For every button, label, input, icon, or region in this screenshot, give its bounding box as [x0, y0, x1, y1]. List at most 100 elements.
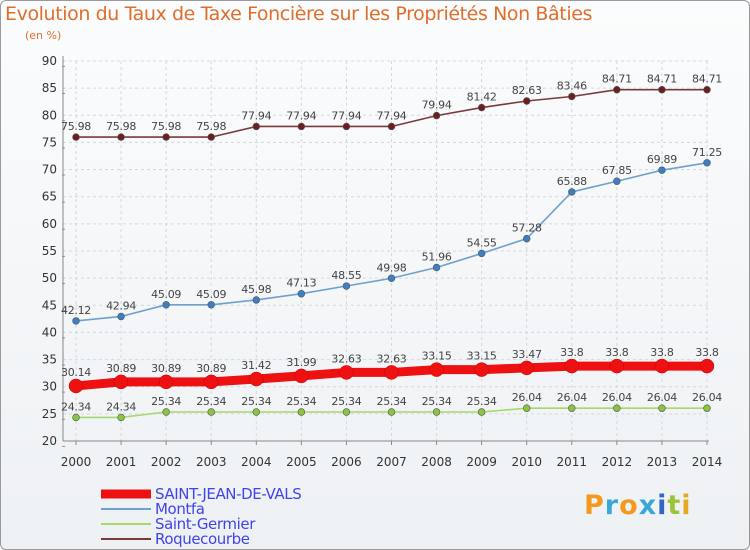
data-label: 77.94: [286, 109, 316, 122]
data-label: 25.34: [422, 395, 452, 408]
data-point: [658, 404, 666, 412]
brand-logo: Proxiti: [584, 490, 692, 521]
data-point: [207, 133, 215, 141]
data-label: 75.98: [196, 120, 226, 133]
data-label: 83.46: [557, 80, 587, 93]
brand-letter: i: [681, 490, 692, 521]
data-label: 77.94: [241, 109, 271, 122]
data-point: [699, 358, 715, 374]
data-label: 75.98: [151, 120, 181, 133]
data-point: [207, 301, 215, 309]
legend-label: SAINT-JEAN-DE-VALS: [155, 485, 301, 503]
data-label: 25.34: [151, 395, 181, 408]
data-point: [568, 92, 576, 101]
data-point: [477, 103, 486, 112]
data-point: [72, 413, 80, 422]
data-point: [477, 408, 486, 416]
y-tick-label: 25: [42, 407, 57, 421]
data-point: [523, 97, 531, 105]
x-tick-label: 2010: [511, 455, 542, 469]
data-point: [568, 404, 576, 412]
data-point: [249, 371, 264, 387]
axes: 20 25 30 35 40 45 50 55 60 65 70 75 80 85 90 2000 2001 20…: [42, 54, 723, 469]
data-point: [477, 249, 486, 258]
x-tick-label: 2012: [602, 455, 633, 469]
data-point: [432, 408, 441, 416]
data-label: 71.25: [692, 146, 722, 159]
data-label: 25.34: [377, 395, 407, 408]
data-label: 42.94: [106, 299, 136, 312]
y-tick-label: 60: [42, 217, 57, 231]
data-label: 82.63: [512, 84, 542, 97]
data-point: [203, 374, 219, 390]
unit-label: (en %): [25, 29, 62, 42]
data-label: 57.28: [512, 222, 542, 235]
legend-label: Saint-Germier: [155, 515, 256, 533]
data-label: 33.15: [422, 350, 452, 363]
data-label: 32.63: [377, 352, 407, 365]
data-point: [297, 290, 306, 298]
data-label: 30.89: [151, 362, 181, 375]
brand-letter: P: [584, 490, 605, 521]
data-point: [703, 159, 711, 167]
x-tick-label: 2014: [692, 455, 723, 469]
data-point: [117, 413, 125, 422]
data-label: 77.94: [377, 109, 407, 122]
x-tick-label: 2002: [151, 455, 182, 469]
data-label: 33.8: [560, 346, 584, 359]
data-label: 24.34: [106, 400, 136, 413]
data-point: [162, 301, 170, 309]
data-label: 26.04: [512, 391, 542, 404]
y-tick-label: 40: [42, 325, 57, 339]
data-point: [658, 166, 666, 174]
data-label: 32.63: [331, 352, 361, 365]
data-label: 31.42: [241, 359, 271, 372]
data-labels: 75.98 75.98 75.98 75.98 77.94 77.94 77.94 77.94…: [61, 73, 723, 414]
x-tick-label: 2009: [466, 455, 497, 469]
data-point: [68, 378, 84, 394]
data-label: 69.89: [647, 153, 677, 166]
data-label: 42.12: [61, 304, 91, 317]
data-label: 84.71: [647, 73, 677, 86]
data-point: [113, 374, 129, 390]
data-point: [613, 404, 621, 412]
x-tick-label: 2013: [647, 455, 678, 469]
brand-letter: i: [657, 490, 668, 521]
data-label: 65.88: [557, 175, 587, 188]
data-point: [474, 362, 489, 377]
data-label: 45.98: [241, 283, 271, 296]
data-label: 26.04: [557, 391, 587, 404]
data-label: 30.89: [196, 362, 226, 375]
x-tick-label: 2004: [241, 455, 272, 469]
y-tick-label: 30: [42, 380, 57, 394]
data-point: [432, 111, 441, 120]
data-point: [158, 374, 174, 390]
data-point: [117, 133, 125, 141]
y-tick-label: 55: [42, 244, 57, 258]
y-tick-label: 80: [42, 108, 57, 122]
data-point: [429, 362, 444, 377]
data-point: [297, 122, 306, 131]
brand-letter: t: [667, 490, 682, 521]
data-point: [252, 122, 260, 131]
data-label: 26.04: [602, 391, 632, 404]
data-label: 24.34: [61, 400, 91, 413]
data-point: [703, 86, 711, 94]
legend-label: Roquecourbe: [155, 530, 250, 548]
brand-letter: x: [638, 490, 658, 521]
x-tick-label: 2008: [421, 455, 452, 469]
data-point: [294, 368, 309, 384]
data-point: [654, 358, 670, 374]
legend-label: Montfa: [155, 500, 205, 518]
y-tick-label: 65: [42, 190, 57, 204]
data-point: [613, 86, 621, 94]
chart-title: Evolution du Taux de Taxe Foncière sur l…: [5, 3, 593, 25]
data-point: [117, 312, 125, 321]
data-label: 25.34: [467, 395, 497, 408]
data-label: 25.34: [196, 395, 226, 408]
y-tick-label: 20: [42, 434, 57, 448]
data-point: [342, 282, 351, 290]
data-point: [658, 86, 666, 94]
data-point: [162, 408, 170, 416]
data-label: 48.55: [331, 269, 361, 282]
